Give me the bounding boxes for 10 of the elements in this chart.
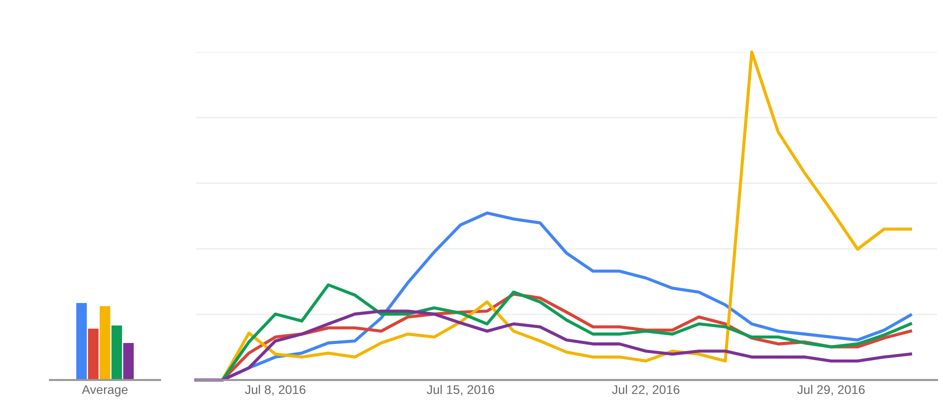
x-tick-label: Jul 22, 2016 xyxy=(612,384,680,396)
bar xyxy=(111,326,122,380)
x-tick-label: Jul 15, 2016 xyxy=(426,384,494,396)
x-tick-label: Jul 8, 2016 xyxy=(245,384,306,396)
bar xyxy=(100,306,110,380)
bar xyxy=(88,328,99,380)
bar xyxy=(76,303,87,380)
bar xyxy=(123,343,134,380)
x-tick-label: Jul 29, 2016 xyxy=(797,384,865,396)
x-tick-label: Average xyxy=(82,385,128,397)
